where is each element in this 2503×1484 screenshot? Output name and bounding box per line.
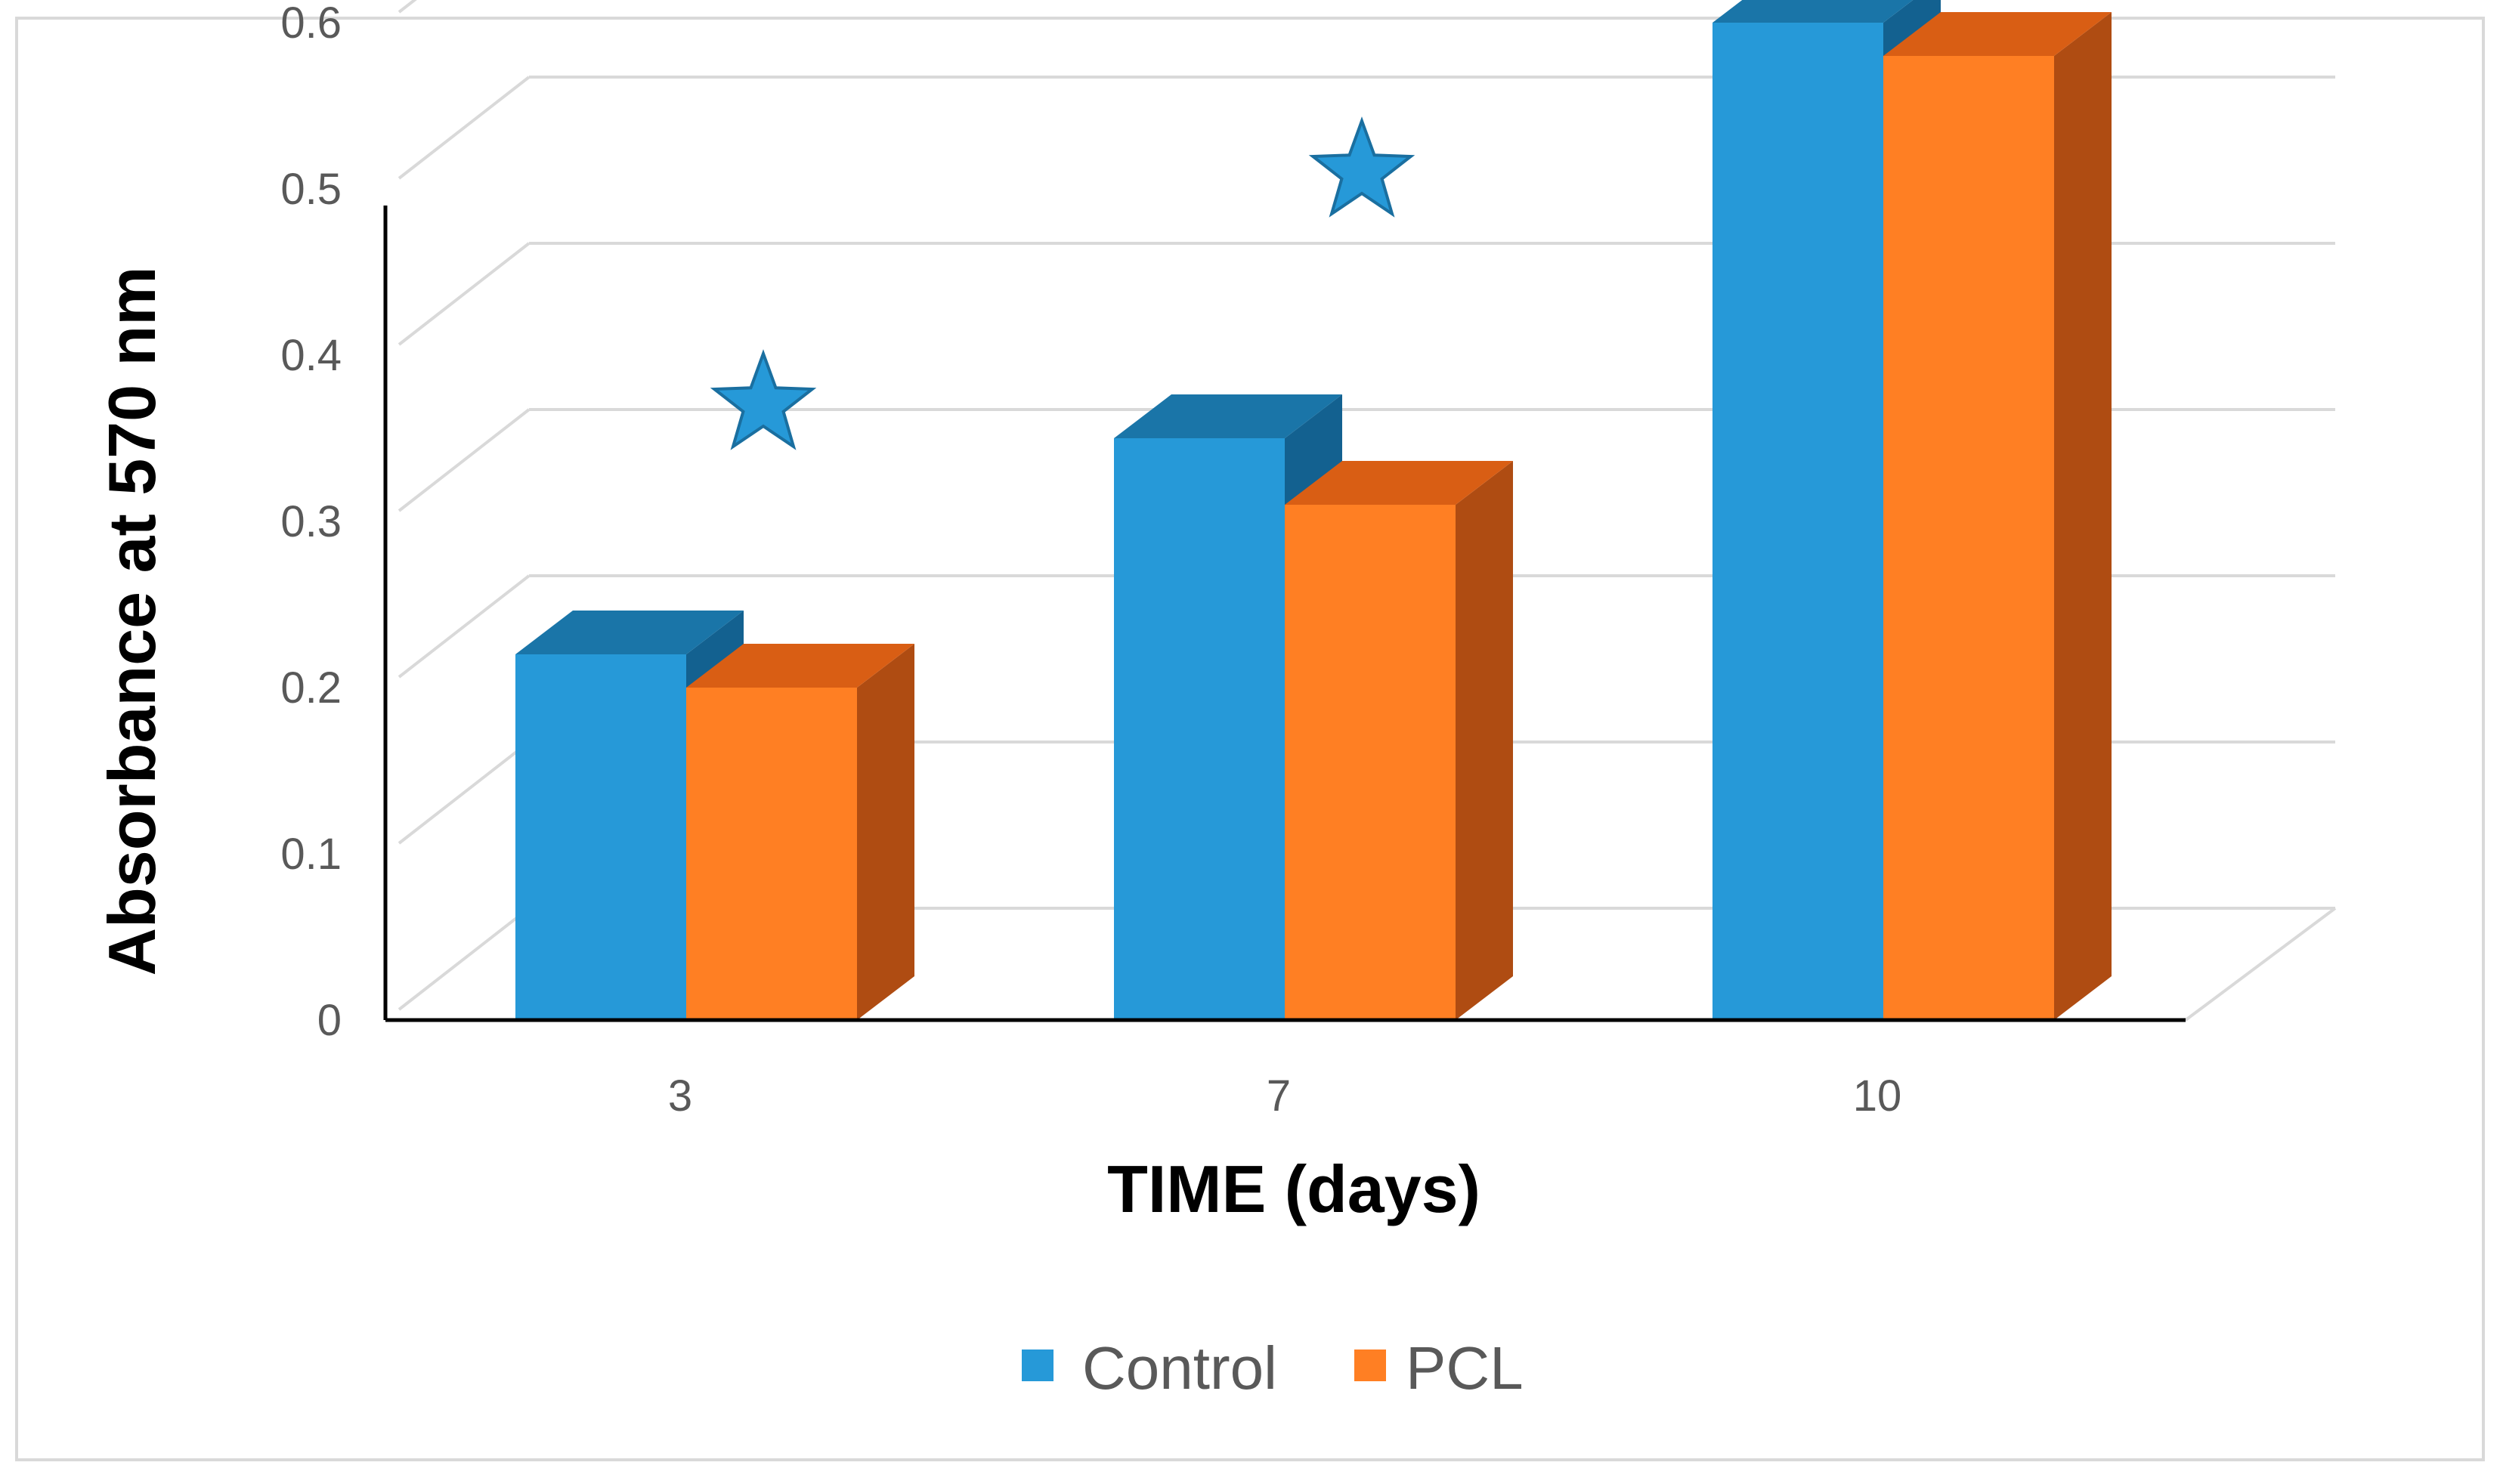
bar-front: [1114, 438, 1285, 1020]
floor-edge: [2184, 907, 2337, 1022]
gridline-diagonal: [398, 907, 531, 1011]
legend: Control PCL: [1022, 1334, 1524, 1402]
y-tick-label: 0.3: [280, 497, 342, 546]
gridline-diagonal: [398, 408, 531, 512]
bar-side: [2054, 12, 2112, 1020]
star-icon: [710, 349, 817, 450]
bar-front: [1883, 56, 2054, 1020]
bars: [515, 0, 2112, 1020]
bar-front: [686, 688, 857, 1020]
bar-pcl-3: [686, 644, 914, 1020]
y-axis-title: Absorbance at 570 nm: [94, 267, 169, 976]
bar-top: [1285, 461, 1513, 505]
bar-top: [1114, 394, 1342, 438]
y-tick-label: 0.5: [280, 165, 342, 214]
star-icon: [1308, 116, 1415, 218]
x-tick-label: 3: [668, 1071, 692, 1121]
bar-top: [1883, 12, 2112, 56]
significance-markers: [710, 116, 1415, 450]
axes: [383, 206, 2186, 1022]
y-tick-label: 0: [317, 996, 342, 1045]
legend-swatch-control: [1022, 1350, 1053, 1381]
legend-label-control: Control: [1082, 1334, 1277, 1402]
gridline-diagonal: [398, 740, 531, 845]
bar-top: [1712, 0, 1914, 23]
y-tick-label: 0.4: [280, 331, 342, 380]
y-tick-labels: 00.10.20.30.40.50.60.7: [280, 0, 342, 1045]
legend-label-pcl: PCL: [1406, 1334, 1524, 1402]
x-tick-labels: 3 7 10: [668, 1071, 1901, 1121]
bar-front: [515, 654, 686, 1020]
legend-swatch-pcl: [1354, 1350, 1386, 1381]
gridline-diagonal: [398, 0, 417, 14]
gridline-diagonal: [398, 574, 531, 679]
bar-front: [1285, 505, 1456, 1020]
x-tick-label: 10: [1853, 1071, 1902, 1121]
bar-pcl-10: [1883, 12, 2112, 1020]
bar-pcl-7: [1285, 461, 1513, 1020]
bar-top: [515, 611, 744, 654]
bar-side: [1456, 461, 1513, 1020]
bar-front: [1712, 23, 1883, 1020]
y-tick-label: 0.6: [280, 0, 342, 48]
y-tick-label: 0.1: [280, 830, 342, 879]
y-tick-label: 0.2: [280, 663, 342, 713]
bar-side: [857, 644, 914, 1020]
x-tick-label: 7: [1267, 1071, 1291, 1121]
x-axis-title: TIME (days): [1107, 1152, 1480, 1226]
gridline-diagonal: [398, 242, 531, 346]
gridline-diagonal: [398, 76, 531, 180]
bar-top: [686, 644, 914, 688]
